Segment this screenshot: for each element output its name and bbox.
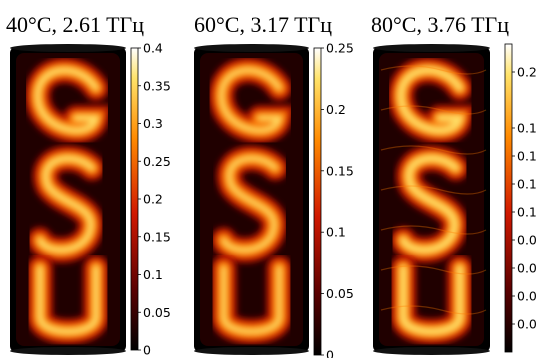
- heatmap-60c: 0 0.05 0.1 0.15 0.2 0.25: [184, 0, 364, 358]
- colorbar-60c: [314, 48, 321, 355]
- colorbar-tick-label-40c: 0.4: [143, 41, 163, 56]
- colorbar-tick-label-80c: 0.0: [517, 233, 537, 248]
- colorbar-tick-label-40c: 0.25: [143, 154, 171, 169]
- colorbar-tick-label-80c: 0.0: [517, 261, 537, 276]
- colorbar-tick-label-80c: 0.0: [517, 317, 537, 332]
- colorbar-tick-label-40c: 0.15: [143, 229, 171, 244]
- colorbar-tick-label-60c: 0.15: [326, 163, 354, 178]
- colorbar-tick-label-60c: 0: [326, 348, 334, 358]
- colorbar-tick-label-80c: 0.0: [517, 289, 537, 304]
- colorbar-tick-label-80c: 0.1: [517, 149, 537, 164]
- colorbar-tick-label-60c: 0.1: [326, 225, 346, 240]
- colorbar-40c: [131, 48, 138, 350]
- colorbar-tick-label-60c: 0.05: [326, 286, 354, 301]
- colorbar-tick-label-80c: 0.2: [517, 65, 537, 80]
- heatmap-field-40c: [10, 47, 126, 352]
- colorbar-tick-label-60c: 0.2: [326, 102, 346, 117]
- colorbar-tick-label-40c: 0: [143, 343, 151, 358]
- panel-60c: 60°C, 3.17 TГц 0 0.05 0.1 0.15 0.2 0.25: [184, 0, 364, 358]
- colorbar-tick-label-40c: 0.1: [143, 267, 163, 282]
- colorbar-tick-label-40c: 0.05: [143, 305, 171, 320]
- heatmap-field-60c: [194, 47, 309, 352]
- heatmap-field-80c: [373, 47, 490, 352]
- heatmap-40c: 0 0.05 0.1 0.15 0.2 0.25 0.3 0.35 0.4: [0, 0, 180, 358]
- colorbar-tick-label-40c: 0.2: [143, 192, 163, 207]
- colorbar-tick-label-80c: 0.1: [517, 121, 537, 136]
- colorbar-tick-label-40c: 0.35: [143, 78, 171, 93]
- colorbar-tick-label-40c: 0.3: [143, 116, 163, 131]
- colorbar-tick-label-60c: 0.25: [326, 41, 354, 56]
- colorbar-tick-label-80c: 0.1: [517, 177, 537, 192]
- colorbar-80c: [505, 44, 512, 352]
- colorbar-tick-label-80c: 0.1: [517, 205, 537, 220]
- panel-40c: 40°C, 2.61 TГц 0 0.05 0.1 0.15 0.2 0.25 0.3 0.3…: [0, 0, 180, 358]
- heatmap-80c: 0.0 0.0 0.0 0.0 0.1 0.1 0.1 0.1 0.2: [364, 0, 537, 358]
- panel-80c: 80°C, 3.76 TГц 0.0 0.0 0.0 0.0 0.1 0.1 0.1 0.1 0…: [364, 0, 537, 358]
